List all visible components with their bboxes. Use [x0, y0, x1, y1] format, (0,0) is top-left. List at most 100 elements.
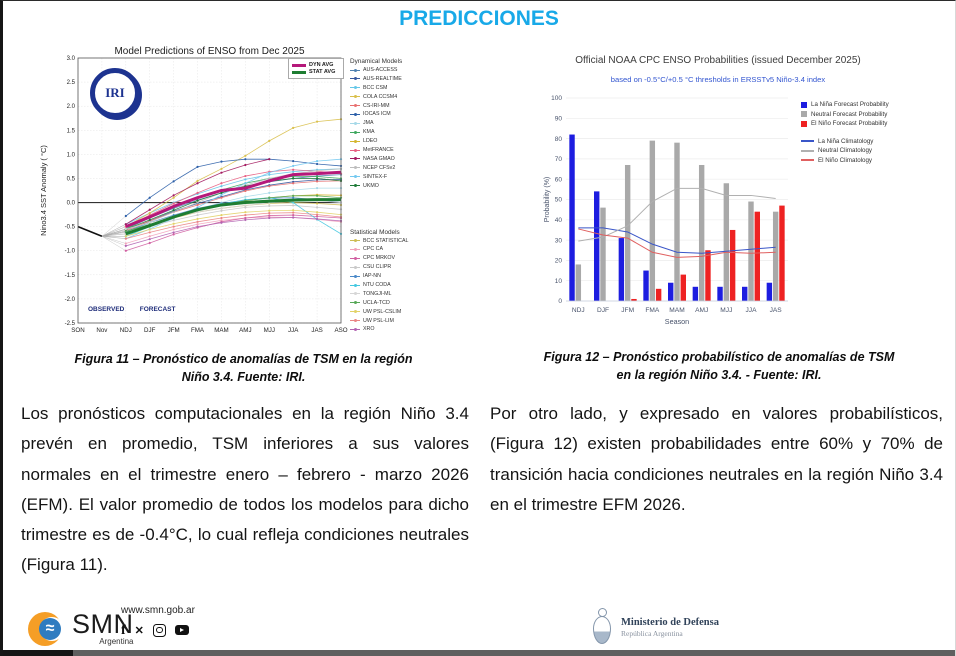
svg-text:JFM: JFM — [621, 307, 634, 314]
model-marker-icon — [350, 166, 360, 170]
model-legend-label: CS-IRI-MM — [363, 102, 390, 109]
avg-legend-label: DYN AVG — [309, 62, 334, 68]
model-legend-item: UCLA-TCD — [350, 300, 464, 306]
svg-text:OBSERVED: OBSERVED — [88, 306, 125, 313]
ministerio-defensa-logo: Ministerio de Defensa República Argentin… — [591, 607, 719, 647]
model-marker-icon — [350, 239, 360, 243]
svg-text:60: 60 — [555, 176, 563, 183]
svg-text:30: 30 — [555, 237, 563, 244]
paragraph-figura-12: Por otro lado, y expresado en valores pr… — [490, 404, 943, 514]
model-marker-icon — [350, 283, 360, 287]
cpc-legend-square-icon — [801, 111, 807, 118]
svg-text:MJJ: MJJ — [264, 327, 275, 334]
ministry-subtitle: República Argentina — [621, 628, 683, 638]
model-legend-label: XRO — [363, 326, 375, 333]
model-legend-label: NTU CODA — [363, 282, 391, 289]
svg-text:NDJ: NDJ — [120, 327, 132, 334]
svg-text:SON: SON — [71, 327, 84, 334]
instagram-icon[interactable] — [152, 623, 166, 637]
svg-text:FMA: FMA — [191, 327, 205, 334]
model-marker-icon — [350, 104, 360, 108]
model-legend-item: AUS-ACCESS — [350, 67, 464, 73]
svg-text:FORECAST: FORECAST — [140, 306, 176, 313]
model-marker-icon — [350, 68, 360, 72]
smn-website-link[interactable]: www.smn.gob.ar — [121, 605, 195, 616]
cpc-legend-item: La Niña Climatology — [801, 138, 951, 145]
model-marker-icon — [350, 86, 360, 90]
svg-text:NDJ: NDJ — [572, 307, 585, 314]
model-legend-label: UW PSL-LIM — [363, 317, 394, 324]
iri-chart-title: Model Predictions of ENSO from Dec 2025 — [114, 46, 305, 57]
avg-legend-label: STAT AVG — [309, 69, 336, 75]
model-legend-label: CPC MRKOV — [363, 255, 396, 262]
cpc-legend-line-icon — [801, 140, 814, 143]
figure-12-caption: Figura 12 – Pronóstico probabilístico de… — [493, 349, 945, 384]
smn-logo-mark-icon — [28, 609, 68, 649]
model-legend-label: TONGJI-ML — [363, 290, 392, 297]
model-legend-item: KMA — [350, 129, 464, 135]
model-marker-icon — [350, 112, 360, 116]
cpc-legend-item: La Niña Forecast Probability — [801, 101, 951, 108]
svg-text:MJJ: MJJ — [720, 307, 732, 314]
svg-text:JAS: JAS — [311, 327, 322, 334]
model-legend-label: AUS-REALTIME — [363, 75, 402, 82]
facebook-icon[interactable] — [121, 621, 126, 639]
model-legend-item: BCC STATISTICAL — [350, 238, 464, 244]
model-legend-label: BCC STATISTICAL — [363, 237, 409, 244]
model-legend-item: UW PSL-LIM — [350, 318, 464, 324]
model-legend-label: KMA — [363, 129, 375, 136]
model-legend-item: AUS-REALTIME — [350, 76, 464, 82]
svg-text:0.5: 0.5 — [67, 176, 76, 182]
model-legend-label: UKMO — [363, 182, 379, 189]
social-icons — [121, 621, 195, 639]
model-marker-icon — [350, 175, 360, 179]
svg-text:-0.5: -0.5 — [65, 225, 76, 231]
paragraph-figura-11: Los pronósticos computacionales en la re… — [21, 404, 469, 575]
cpc-legend-item: Neutral Climatology — [801, 147, 951, 154]
svg-text:20: 20 — [555, 258, 563, 265]
svg-text:0: 0 — [558, 298, 562, 305]
svg-text:Probability (%): Probability (%) — [544, 177, 551, 223]
ministry-name: Ministerio de Defensa — [621, 616, 719, 628]
model-marker-icon — [350, 130, 360, 134]
argentina-coat-of-arms-icon — [591, 607, 613, 647]
figure-11-caption-line2: Niño 3.4. Fuente: IRI. — [181, 369, 306, 384]
cpc-legend-label: La Niña Climatology — [818, 137, 874, 145]
model-marker-icon — [350, 148, 360, 152]
model-legend-label: NASA GMAO — [363, 155, 395, 162]
model-legend-label: NCEP CFSv2 — [363, 164, 396, 171]
model-marker-icon — [350, 292, 360, 296]
cpc-legend-item: El Niño Forecast Probability — [801, 120, 951, 127]
cpc-legend-label: El Niño Forecast Probability — [811, 120, 888, 128]
cpc-legend-label: Neutral Climatology — [818, 147, 872, 155]
model-marker-icon — [350, 247, 360, 251]
svg-text:Season: Season — [665, 317, 689, 326]
model-legend-label: SINTEX-F — [363, 173, 388, 180]
x-icon[interactable] — [135, 621, 144, 639]
smn-country: Argentina — [99, 637, 134, 647]
model-legend-item: BCC CSM — [350, 85, 464, 91]
svg-text:70: 70 — [555, 156, 563, 163]
cpc-chart-subtitle: based on -0.5°C/+0.5 °C thresholds in ER… — [610, 75, 826, 84]
svg-text:40: 40 — [555, 217, 563, 224]
model-marker-icon — [350, 139, 360, 143]
svg-text:1.0: 1.0 — [67, 152, 76, 158]
youtube-icon[interactable] — [174, 625, 189, 635]
svg-text:DJF: DJF — [144, 327, 156, 334]
svg-text:MAM: MAM — [214, 327, 228, 334]
model-legend-item: CPC MRKOV — [350, 255, 464, 261]
model-legend-label: MetFRANCE — [363, 147, 394, 154]
cpc-legend-label: La Niña Forecast Probability — [811, 101, 889, 108]
svg-text:-1.0: -1.0 — [65, 249, 76, 255]
svg-text:-1.5: -1.5 — [65, 273, 76, 279]
cpc-chart-title: Official NOAA CPC ENSO Probabilities (is… — [575, 55, 861, 66]
model-legend-item: MetFRANCE — [350, 147, 464, 153]
model-legend-label: BCC CSM — [363, 84, 388, 91]
model-marker-icon — [350, 184, 360, 188]
model-marker-icon — [350, 319, 360, 323]
model-legend-label: LDEO — [363, 138, 378, 145]
model-legend-label: CPC CA — [363, 246, 384, 253]
model-legend-item: COLA CCSM4 — [350, 94, 464, 100]
model-legend-label: IOCAS ICM — [363, 111, 391, 118]
svg-text:MAM: MAM — [669, 307, 684, 314]
